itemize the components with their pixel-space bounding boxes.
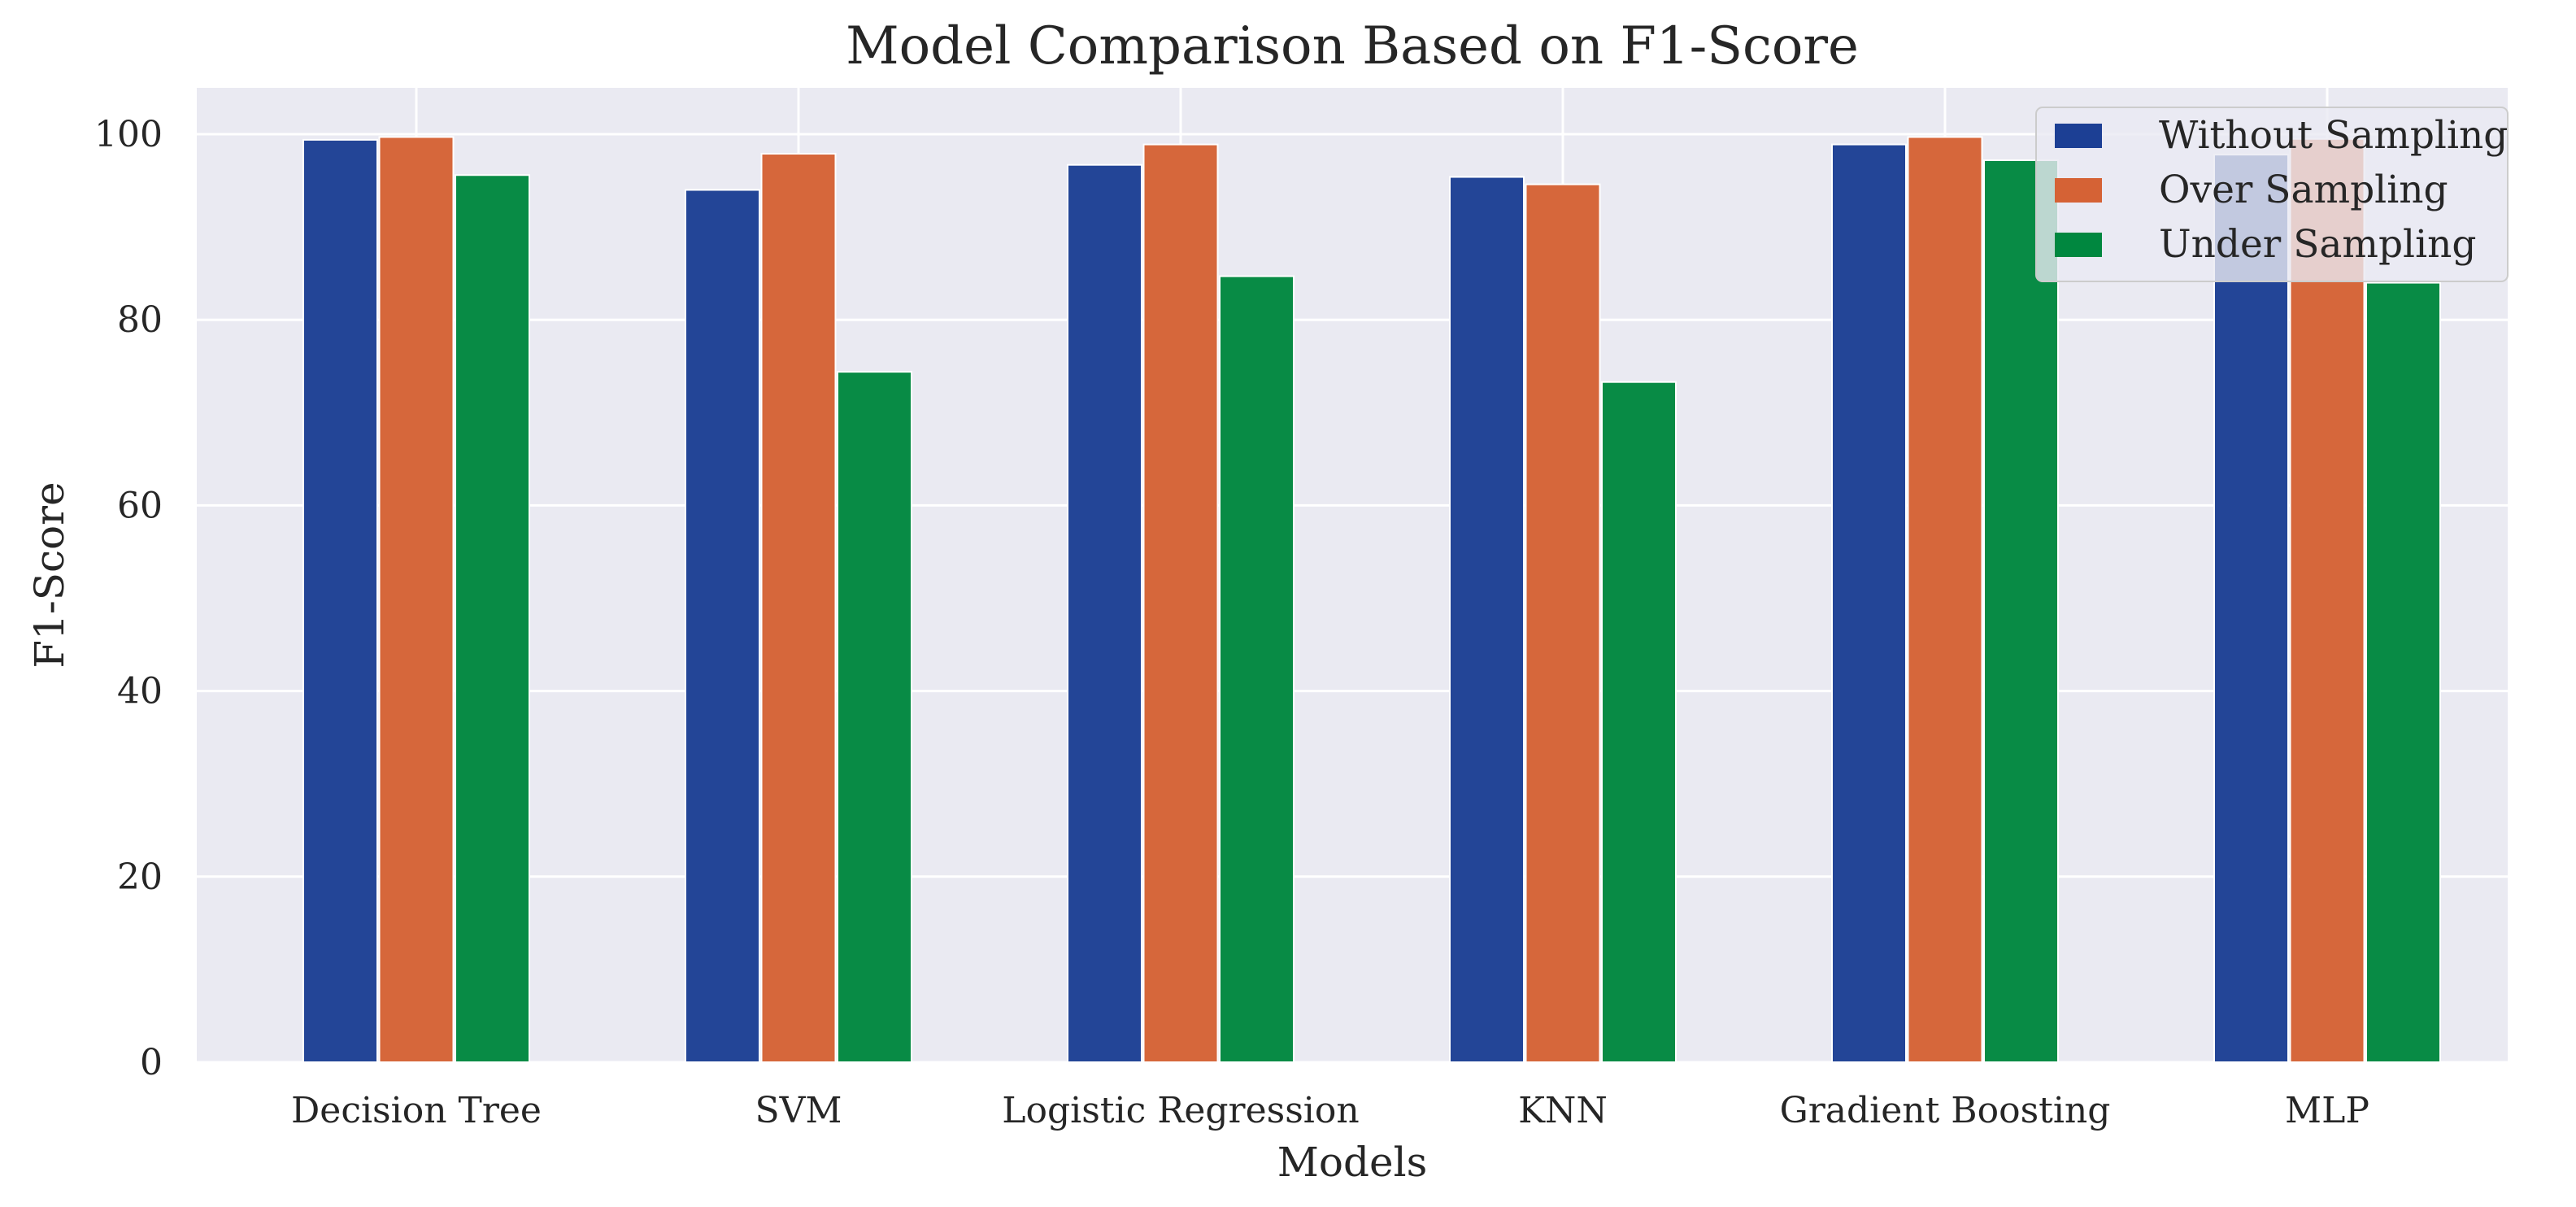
y-axis-label: F1-Score	[26, 481, 73, 668]
bar-under-sampling-logistic-regression	[1219, 275, 1295, 1063]
y-tick-label: 100	[94, 114, 163, 155]
y-tick-label: 20	[117, 856, 163, 898]
legend-swatch-over-sampling	[2055, 178, 2102, 203]
legend-swatch-without-sampling	[2055, 124, 2102, 148]
bar-under-sampling-svm	[837, 371, 912, 1064]
bars	[302, 136, 2441, 1064]
legend: Without Sampling Over Sampling Under Sam…	[2035, 107, 2509, 282]
y-tick-label: 40	[117, 671, 163, 712]
x-tick-label: Decision Tree	[291, 1090, 542, 1131]
y-tick-label: 80	[117, 299, 163, 341]
x-tick-label: KNN	[1518, 1090, 1608, 1131]
x-tick-label: Gradient Boosting	[1780, 1090, 2111, 1131]
bar-without-sampling-decision-tree	[302, 138, 378, 1064]
chart-title: Model Comparison Based on F1-Score	[846, 16, 1859, 76]
x-axis-label: Models	[1277, 1139, 1428, 1186]
bar-over-sampling-logistic-regression	[1142, 143, 1219, 1063]
bar-over-sampling-knn	[1525, 183, 1601, 1063]
x-tick-label: MLP	[2285, 1090, 2369, 1131]
x-tick-label: SVM	[755, 1090, 842, 1131]
y-tick-label: 60	[117, 485, 163, 526]
bar-over-sampling-svm	[760, 153, 837, 1064]
legend-label-without-sampling: Without Sampling	[2159, 113, 2508, 158]
legend-swatch-under-sampling	[2055, 233, 2102, 257]
bar-without-sampling-knn	[1449, 176, 1525, 1064]
legend-box	[2035, 107, 2509, 282]
y-tick-label: 0	[140, 1042, 163, 1083]
legend-label-over-sampling: Over Sampling	[2159, 168, 2448, 212]
x-tick-label: Logistic Regression	[1002, 1090, 1359, 1131]
bar-without-sampling-logistic-regression	[1067, 163, 1142, 1063]
legend-label-under-sampling: Under Sampling	[2159, 222, 2476, 267]
bar-over-sampling-mlp	[2289, 137, 2365, 1063]
y-axis-ticks: 0 20 40 60 80 100	[94, 114, 163, 1083]
bar-without-sampling-mlp	[2213, 154, 2289, 1064]
x-axis-ticks: Decision Tree SVM Logistic Regression KNN Gr…	[291, 1090, 2369, 1131]
bar-under-sampling-decision-tree	[455, 174, 530, 1064]
bar-over-sampling-gradient-boosting	[1907, 136, 1983, 1064]
bar-under-sampling-gradient-boosting	[1983, 159, 2059, 1064]
bar-under-sampling-mlp	[2365, 281, 2441, 1064]
bar-under-sampling-knn	[1601, 381, 1677, 1064]
bar-over-sampling-decision-tree	[378, 136, 455, 1064]
bar-without-sampling-gradient-boosting	[1831, 143, 1907, 1063]
bar-without-sampling-svm	[685, 189, 760, 1063]
